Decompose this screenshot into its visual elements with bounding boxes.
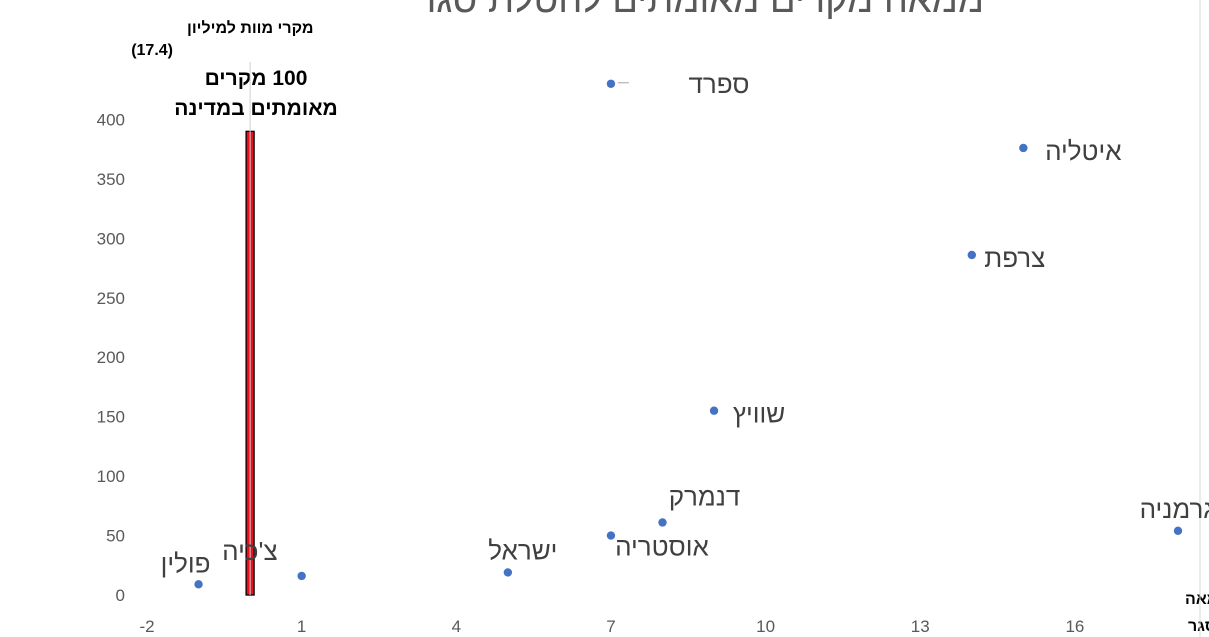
point-label: דנמרק: [669, 481, 741, 511]
x-axis-title-line1: מספר ימים ממאה: [1185, 591, 1209, 608]
x-tick-label: 1: [297, 617, 306, 636]
data-point: [606, 79, 616, 88]
y-tick-label: 100: [97, 467, 125, 486]
x-axis-title-line2: מקרים להטלת סגר: [1188, 617, 1209, 635]
y-tick-label: 350: [97, 170, 125, 189]
point-label: צ'כיה: [222, 536, 278, 566]
y-axis-title: מקרי מוות למיליון (17.4): [131, 19, 313, 59]
y-axis-title-line1: מקרי מוות למיליון: [187, 19, 314, 37]
x-tick-label: -2: [139, 617, 154, 636]
y-tick-label: 300: [97, 229, 125, 248]
reference-bar-label-line1: 100 מקרים: [205, 67, 308, 90]
x-tick-label: 10: [756, 617, 775, 636]
point-label: ישראל: [488, 535, 557, 565]
point-label: פולין: [161, 548, 211, 578]
axes-layer: -2 1 4 7 10 13 16 0 50 100 150 200 250 300 350 400: [97, 0, 1201, 637]
y-tick-label: 250: [97, 289, 125, 308]
y-tick-label: 50: [106, 527, 125, 546]
point-label: גרמניה: [1140, 494, 1209, 524]
data-point: [194, 580, 203, 589]
points-layer: ספרד איטליה צרפת שוויץ דנמרק אוסטריה גרמניה ישר…: [161, 69, 1209, 589]
data-point: [1019, 143, 1028, 153]
data-point: [503, 568, 513, 577]
point-label: אוסטריה: [615, 532, 709, 562]
point-label: שוויץ: [733, 399, 785, 429]
y-tick-label: 150: [97, 408, 125, 427]
x-tick-label: 16: [1065, 617, 1084, 636]
y-tick-label: 200: [97, 348, 125, 367]
y-axis-title-line2: (17.4): [131, 42, 173, 59]
x-tick-label: 4: [452, 617, 461, 636]
x-tick-label: 13: [911, 617, 930, 636]
data-point: [709, 406, 719, 415]
data-point: [1173, 526, 1183, 535]
y-tick-label: 0: [116, 586, 125, 605]
data-point: [658, 518, 667, 527]
data-point: [297, 571, 306, 581]
point-label: צרפת: [984, 243, 1045, 273]
point-label: איטליה: [1045, 136, 1122, 166]
chart-title: ממאה מקרים מאומתים להטלת סגר: [416, 0, 984, 21]
reference-bar-label: 100 מקרים מאומתים במדינה: [174, 67, 338, 120]
x-tick-label: 7: [606, 617, 615, 636]
data-point: [606, 531, 616, 540]
x-axis-title: מספר ימים ממאה מקרים להטלת סגר: [1185, 591, 1209, 635]
y-tick-label: 400: [97, 110, 125, 129]
point-label: ספרד: [688, 69, 749, 99]
reference-bar-label-line2: מאומתים במדינה: [174, 97, 338, 120]
data-point: [967, 250, 976, 260]
